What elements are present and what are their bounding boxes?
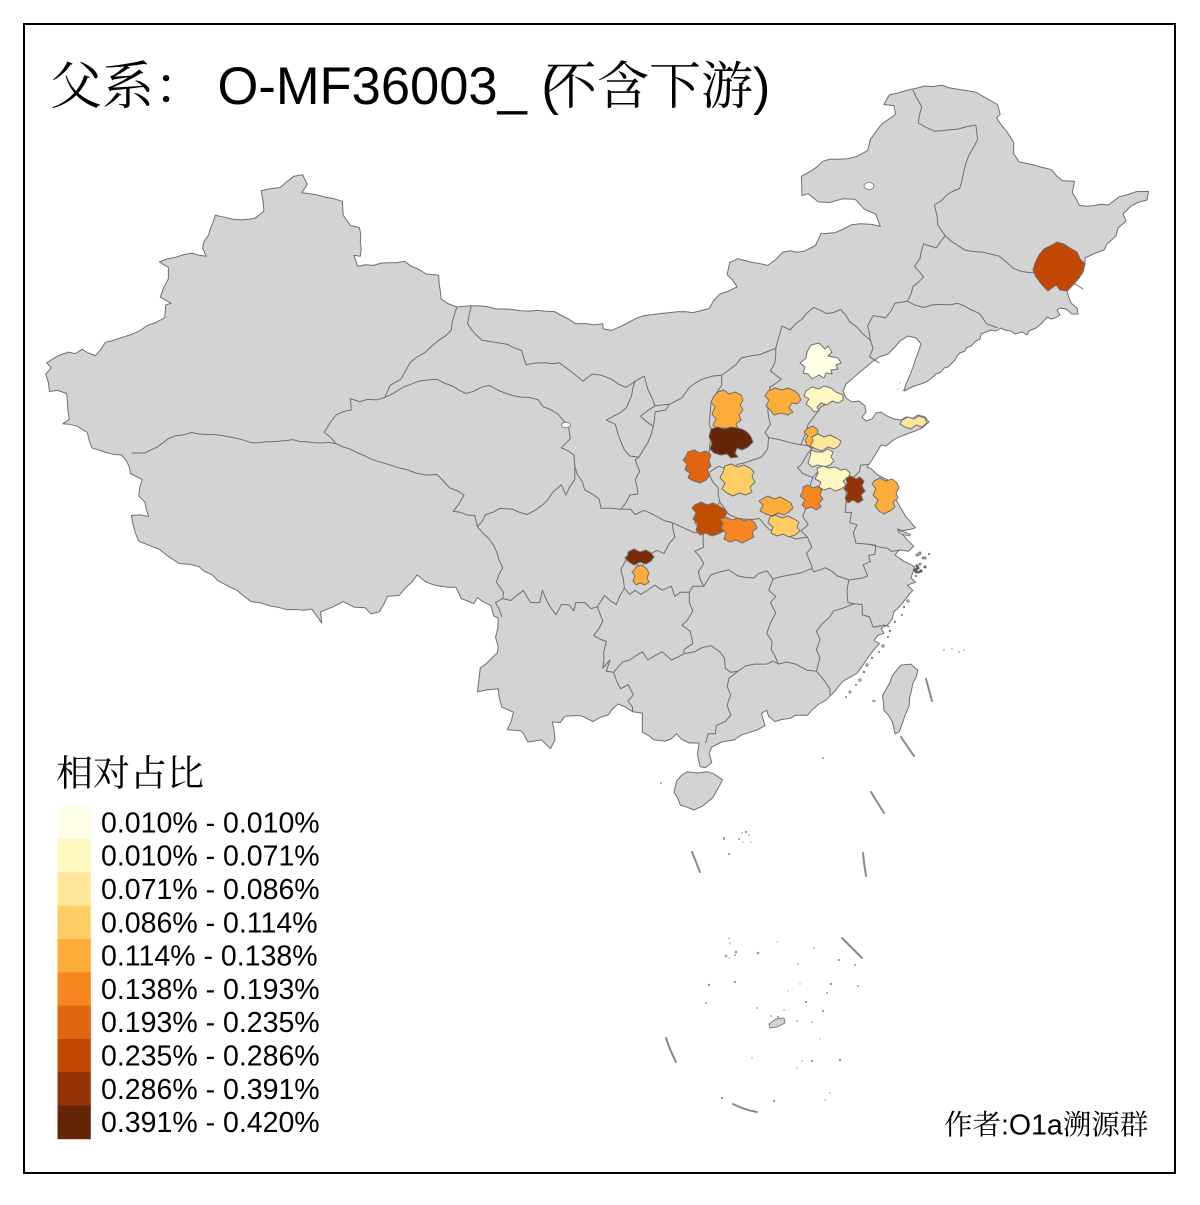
svg-text:0.071% - 0.086%: 0.071% - 0.086% (101, 874, 320, 906)
svg-text:0.193% - 0.235%: 0.193% - 0.235% (101, 1007, 320, 1039)
svg-text:0.286% - 0.391%: 0.286% - 0.391% (101, 1074, 320, 1106)
svg-text:0.010% - 0.071%: 0.010% - 0.071% (101, 841, 320, 873)
svg-text:O-MF36003_ (: O-MF36003_ ( (218, 57, 560, 116)
svg-text:0.391% - 0.420%: 0.391% - 0.420% (101, 1107, 320, 1139)
svg-text:0.138% - 0.193%: 0.138% - 0.193% (101, 974, 320, 1006)
svg-text:0.086% - 0.114%: 0.086% - 0.114% (101, 907, 318, 939)
svg-text:0.010% - 0.010%: 0.010% - 0.010% (101, 807, 320, 839)
svg-text:0.235% - 0.286%: 0.235% - 0.286% (101, 1041, 320, 1073)
svg-text:0.114% - 0.138%: 0.114% - 0.138% (101, 941, 318, 973)
svg-text:): ) (753, 58, 770, 116)
svg-text::O1a: :O1a (1001, 1110, 1063, 1142)
